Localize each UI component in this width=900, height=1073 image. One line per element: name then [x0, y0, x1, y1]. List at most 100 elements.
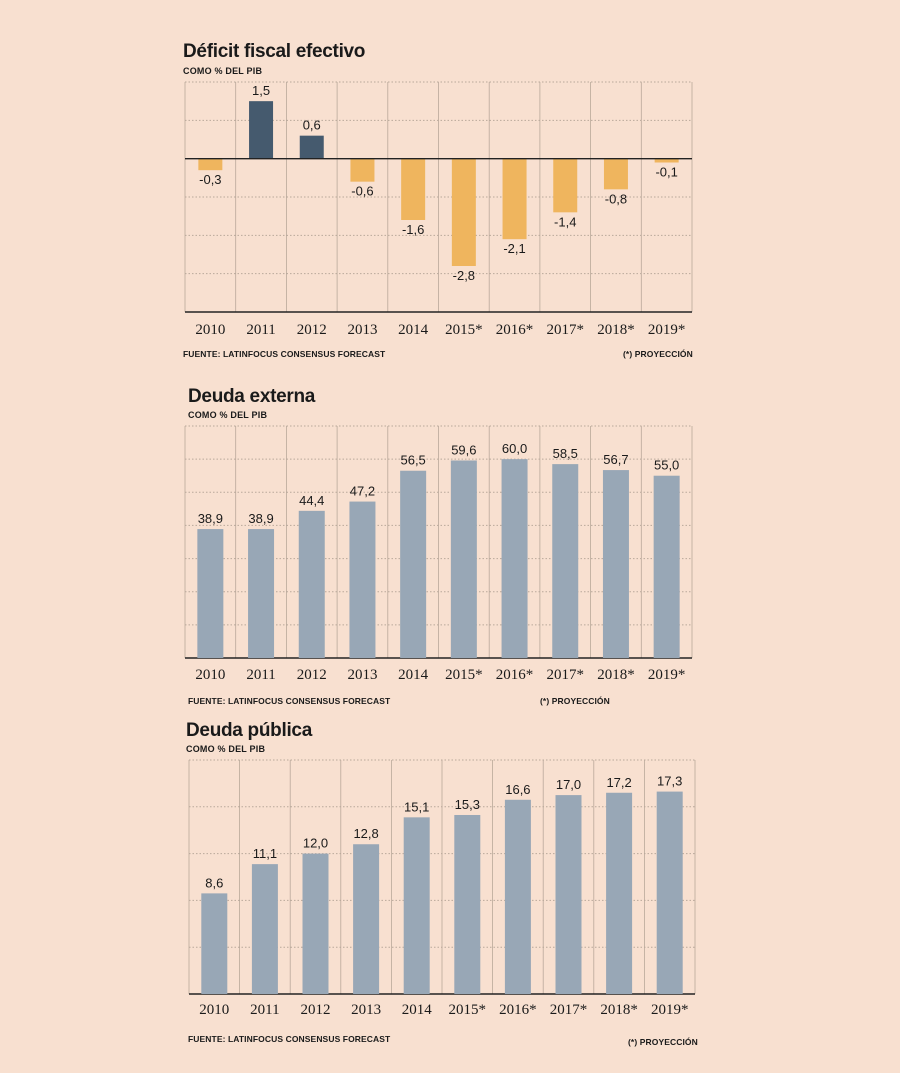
data-label: 12,0: [303, 836, 328, 851]
data-label: -2,1: [503, 241, 525, 256]
x-tick-label: 2013: [347, 667, 377, 683]
data-label: 44,4: [299, 493, 324, 508]
bar: [249, 101, 274, 159]
data-label: 56,5: [400, 453, 425, 468]
bar: [401, 158, 426, 220]
data-label: 60,0: [502, 441, 527, 456]
x-tick-label: 2016*: [496, 667, 534, 683]
data-label: -0,6: [351, 184, 373, 199]
bar: [299, 135, 324, 159]
x-tick-label: 2011: [250, 1002, 279, 1018]
x-tick-label: 2017*: [550, 1002, 588, 1018]
bar: [349, 501, 376, 658]
chart-title: Deuda externa: [188, 386, 316, 407]
bar: [353, 844, 380, 994]
data-label: -0,1: [655, 165, 677, 180]
data-label: 8,6: [205, 875, 223, 890]
x-tick-label: 2018*: [597, 322, 635, 338]
x-tick-label: 2014: [402, 1002, 433, 1018]
data-label: -1,4: [554, 214, 576, 229]
bar: [302, 853, 329, 994]
data-label: 15,3: [455, 797, 480, 812]
bar: [606, 792, 633, 994]
x-tick-label: 2011: [246, 322, 275, 338]
x-tick-label: 2015*: [445, 322, 483, 338]
x-tick-label: 2015*: [445, 667, 483, 683]
data-label: 15,1: [404, 799, 429, 814]
bar: [298, 510, 325, 658]
bar: [197, 529, 224, 658]
data-label: 16,6: [505, 782, 530, 797]
bar: [656, 791, 683, 994]
x-tick-label: 2012: [301, 1002, 331, 1018]
bar: [602, 470, 629, 658]
x-tick-label: 2015*: [449, 1002, 487, 1018]
x-tick-label: 2010: [195, 322, 225, 338]
chart-subtitle: COMO % DEL PIB: [183, 66, 263, 76]
chart-title: Déficit fiscal efectivo: [183, 41, 366, 62]
data-label: 47,2: [350, 484, 375, 499]
deficit-panel: Déficit fiscal efectivo COMO % DEL PIB -…: [0, 0, 900, 370]
bar: [403, 817, 430, 994]
chart-subtitle: COMO % DEL PIB: [186, 744, 266, 754]
chart-source: FUENTE: LATINFOCUS CONSENSUS FORECAST: [183, 349, 386, 359]
data-label: 17,3: [657, 774, 682, 789]
data-label: 55,0: [654, 458, 679, 473]
bar: [350, 158, 375, 182]
data-label: -2,8: [453, 268, 475, 283]
projection-note: (*) PROYECCIÓN: [540, 696, 610, 706]
bar: [555, 795, 582, 994]
data-label: -0,8: [605, 191, 627, 206]
data-label: 38,9: [198, 511, 223, 526]
data-label: 38,9: [248, 511, 273, 526]
bar: [654, 158, 679, 163]
data-label: 12,8: [353, 826, 378, 841]
data-label: -0,3: [199, 172, 221, 187]
x-tick-label: 2014: [398, 667, 429, 683]
x-tick-label: 2017*: [547, 322, 585, 338]
projection-note: (*) PROYECCIÓN: [623, 349, 693, 359]
bar: [198, 158, 223, 171]
bar: [454, 814, 481, 994]
data-label: 17,0: [556, 777, 581, 792]
projection-note: (*) PROYECCIÓN: [628, 1037, 698, 1047]
x-tick-label: 2016*: [496, 322, 534, 338]
bar: [201, 893, 228, 994]
chart-source: FUENTE: LATINFOCUS CONSENSUS FORECAST: [188, 696, 391, 706]
bar: [451, 158, 476, 266]
data-label: 59,6: [451, 442, 476, 457]
x-tick-label: 2017*: [547, 667, 585, 683]
bar: [504, 799, 531, 994]
data-label: 58,5: [553, 446, 578, 461]
bar: [502, 158, 527, 240]
bar: [251, 864, 278, 994]
x-tick-label: 2016*: [499, 1002, 537, 1018]
bar: [450, 460, 477, 658]
data-label: 0,6: [303, 118, 321, 133]
x-tick-label: 2014: [398, 322, 429, 338]
x-tick-label: 2018*: [600, 1002, 638, 1018]
deficit-chart: -0,3 2010 1,5 2011 0,6 2012 -0,6 2013 -1,6 2014 -2…: [184, 81, 693, 338]
bar: [553, 158, 578, 213]
bar: [501, 459, 528, 658]
bar: [653, 475, 680, 658]
data-label: 1,5: [252, 83, 270, 98]
x-tick-label: 2010: [195, 667, 225, 683]
x-tick-label: 2013: [351, 1002, 381, 1018]
externa-panel: Deuda externa COMO % DEL PIB 38,9 2010 38,…: [184, 386, 693, 706]
data-label: 17,2: [606, 775, 631, 790]
x-tick-label: 2013: [347, 322, 377, 338]
chart-subtitle: COMO % DEL PIB: [188, 410, 268, 420]
x-tick-label: 2010: [199, 1002, 229, 1018]
chart-source: FUENTE: LATINFOCUS CONSENSUS FORECAST: [188, 1034, 391, 1044]
x-tick-label: 2011: [246, 667, 275, 683]
bar: [552, 464, 579, 658]
data-label: 56,7: [603, 452, 628, 467]
x-tick-label: 2012: [297, 667, 327, 683]
bar: [400, 470, 427, 658]
bar: [248, 529, 275, 658]
data-label: 11,1: [253, 846, 277, 861]
data-label: -1,6: [402, 222, 424, 237]
x-tick-label: 2019*: [651, 1002, 689, 1018]
